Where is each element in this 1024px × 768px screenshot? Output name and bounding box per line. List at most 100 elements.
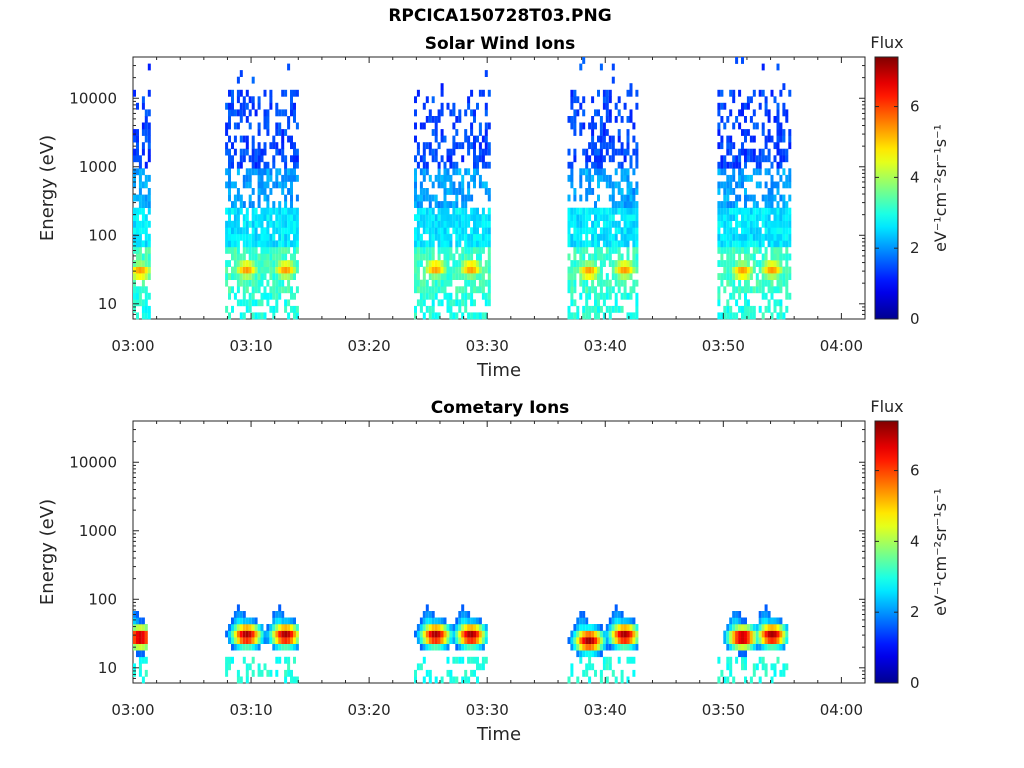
heatmap-cell [446,253,450,261]
heatmap-cell [776,214,780,221]
heatmap-cell [481,630,485,638]
heatmap-cell [452,299,456,307]
heatmap-cell [599,279,603,287]
heatmap-cell [770,174,774,182]
heatmap-cell [425,643,429,651]
heatmap-cell [614,676,618,684]
heatmap-cell [257,181,261,189]
heatmap-cell [263,253,267,261]
heatmap-cell [133,89,136,97]
heatmap-cell [635,207,639,215]
heatmap-cell [269,188,273,195]
heatmap-cell [752,135,756,143]
heatmap-cell [723,168,727,176]
heatmap-cell [720,669,724,677]
heatmap-cell [141,279,145,287]
heatmap-cell [720,246,724,254]
heatmap-cell [461,312,465,320]
heatmap-cell [585,240,589,248]
heatmap-cell [476,253,479,261]
x-axis-label: Time [476,724,521,745]
heatmap-cell [260,312,264,320]
heatmap-cell [717,214,721,221]
heatmap-cell [136,155,139,163]
heatmap-cell [266,181,270,189]
heatmap-cell [597,233,600,241]
heatmap-cell [272,161,276,169]
heatmap-cell [470,669,474,677]
heatmap-cell [608,155,612,163]
heatmap-cell [481,246,485,254]
heatmap-cell [275,260,279,267]
heatmap-cell [437,207,441,215]
heatmap-cell [726,161,730,169]
heatmap-cell [623,260,627,267]
heatmap-cell [623,279,627,287]
heatmap-cell [428,194,432,202]
heatmap-cell [269,273,273,280]
heatmap-cell [260,207,264,215]
heatmap-cell [608,214,612,221]
heatmap-cell [579,630,583,638]
heatmap-cell [617,637,621,644]
heatmap-cell [461,174,465,182]
heatmap-cell [746,220,750,228]
heatmap-cell [594,233,597,241]
heatmap-cell [617,611,621,618]
heatmap-cell [233,260,237,267]
heatmap-cell [788,135,792,143]
heatmap-cell [278,181,282,189]
heatmap-cell [242,135,246,143]
heatmap-cell [467,168,471,176]
heatmap-cell [741,240,744,248]
heatmap-cell [449,214,453,221]
heatmap-cell [278,227,282,235]
heatmap-cell [481,624,485,631]
heatmap-cell [579,207,583,215]
heatmap-cell [425,253,429,261]
heatmap-cell [272,142,276,150]
heatmap-cell [726,643,730,651]
heatmap-cell [414,630,417,638]
heatmap-cell [428,617,432,625]
heatmap-cell [720,135,724,143]
heatmap-cell [749,312,753,320]
heatmap-cell [443,233,447,241]
heatmap-cell [761,611,765,618]
heatmap-cell [416,253,420,261]
heatmap-cell [473,168,476,176]
heatmap-cell [458,643,462,651]
heatmap-cell [773,669,777,677]
heatmap-cell [779,253,783,261]
heatmap-cell [428,174,432,182]
heatmap-cell [281,624,285,631]
heatmap-cell [770,279,774,287]
heatmap-cell [136,207,139,215]
heatmap-cell [278,611,282,618]
heatmap-cell [764,305,768,313]
heatmap-cell [729,643,733,651]
heatmap-cell [570,168,574,176]
heatmap-cell [284,214,288,221]
heatmap-cell [251,188,255,195]
heatmap-cell [626,643,630,651]
heatmap-cell [452,102,456,110]
heatmap-cell [626,266,630,274]
heatmap-cell [776,142,780,150]
heatmap-cell [732,207,736,215]
heatmap-cell [236,89,240,97]
heatmap-cell [779,260,783,267]
heatmap-cell [147,89,151,97]
heatmap-cell [138,233,142,241]
heatmap-cell [272,637,276,644]
heatmap-cell [455,266,459,274]
colorbar-title: Flux [870,33,903,52]
heatmap-cell [605,286,609,294]
heatmap-cell [452,135,456,143]
heatmap-cell [605,253,609,261]
heatmap-cell [443,630,447,638]
heatmap-cell [422,273,426,280]
heatmap-cell [773,207,777,215]
heatmap-cell [755,663,759,671]
heatmap-cell [414,253,417,261]
